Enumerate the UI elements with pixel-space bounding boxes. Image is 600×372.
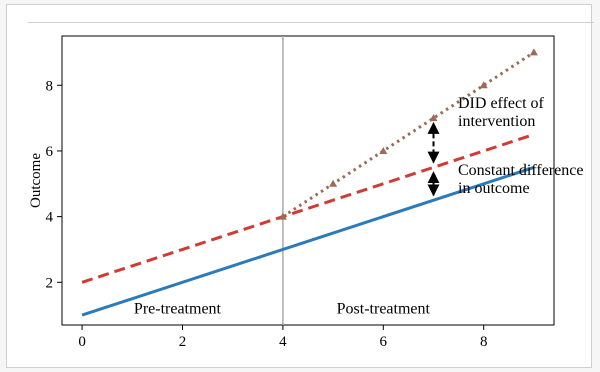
treated-point-marker	[278, 212, 287, 220]
treated-series-line	[282, 51, 535, 218]
y-tick-label: 4	[46, 210, 54, 226]
treated-point-marker	[329, 179, 338, 187]
treated-point-marker	[529, 48, 538, 56]
y-tick-label: 6	[46, 144, 54, 160]
y-axis-label: Outcome	[28, 153, 44, 208]
x-tick-label: 6	[380, 334, 388, 350]
region-label: Post-treatment	[337, 301, 431, 318]
counterfactual-series-line	[81, 133, 535, 284]
y-tick-label: 8	[46, 78, 54, 94]
plot-area	[61, 35, 555, 326]
x-tick-label: 4	[279, 334, 287, 350]
x-tick-label: 0	[78, 334, 86, 350]
control-series-line	[81, 165, 535, 317]
region-label: Pre-treatment	[134, 301, 222, 318]
annotation-text: in outcome	[458, 180, 530, 197]
annotation-text: DID effect of	[458, 95, 545, 112]
treated-point-marker	[479, 81, 488, 89]
annotation-text: Constant difference	[458, 162, 583, 179]
treated-point-marker	[429, 114, 438, 122]
annotation-text: intervention	[458, 113, 535, 130]
x-tick-label: 8	[480, 334, 488, 350]
treated-point-marker	[379, 146, 388, 154]
top-divider	[28, 22, 594, 23]
x-tick-label: 2	[179, 334, 187, 350]
y-tick-label: 2	[46, 275, 54, 291]
